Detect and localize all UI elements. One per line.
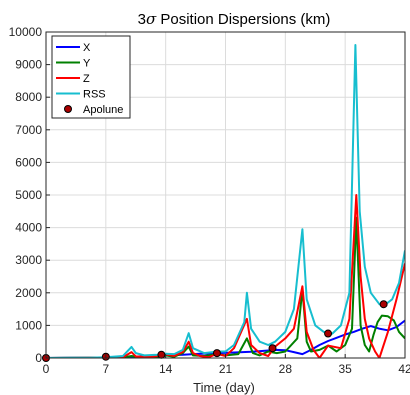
apolune-marker (379, 300, 388, 309)
x-tick-label: 28 (279, 362, 293, 376)
x-tick-label: 42 (398, 362, 410, 376)
y-tick-label: 9000 (15, 58, 42, 72)
y-tick-label: 7000 (15, 123, 42, 137)
legend-label-rss: RSS (83, 89, 106, 101)
x-tick-label: 0 (43, 362, 50, 376)
x-axis-label: Time (day) (193, 380, 255, 395)
y-tick-label: 5000 (15, 188, 42, 202)
legend: XYZ RSS Apolune (51, 35, 131, 119)
x-tick-label: 7 (102, 362, 109, 376)
y-axis-ticks: 0 1000 2000 3000 4000 5000 6000 7000 8000 9000 100… (9, 25, 50, 365)
y-tick-label: 4000 (15, 221, 42, 235)
y-tick-label: 10000 (9, 25, 43, 39)
legend-label-apolune: Apolune (83, 104, 123, 116)
legend-label-y: Y (83, 58, 91, 70)
y-tick-label: 0 (35, 351, 42, 365)
y-tick-label: 3000 (15, 253, 42, 267)
series-group (46, 44, 405, 358)
apolune-marker (212, 349, 221, 358)
legend-swatch-apolune (64, 105, 72, 113)
legend-label-z: Z (83, 73, 90, 85)
y-tick-label: 2000 (15, 286, 42, 300)
series-line-rss (46, 44, 405, 358)
apolune-marker (157, 350, 166, 359)
y-tick-label: 8000 (15, 90, 42, 104)
x-tick-label: 35 (338, 362, 352, 376)
plot-area (42, 44, 405, 362)
legend-label-x: X (83, 42, 91, 54)
y-tick-label: 6000 (15, 155, 42, 169)
title-prefix: 3 (138, 11, 146, 28)
x-tick-label: 21 (219, 362, 233, 376)
title-suffix: Position Dispersions (km) (156, 11, 330, 28)
y-tick-label: 1000 (15, 318, 42, 332)
apolune-marker (268, 344, 277, 353)
x-axis-ticks: 0 7 14 21 28 35 42 (43, 354, 410, 376)
series-line-z (46, 194, 405, 358)
x-tick-label: 14 (159, 362, 173, 376)
title-sigma: σ (146, 10, 157, 28)
chart-title: 3σ Position Dispersions (km) (138, 10, 331, 28)
apolune-marker (324, 329, 333, 338)
